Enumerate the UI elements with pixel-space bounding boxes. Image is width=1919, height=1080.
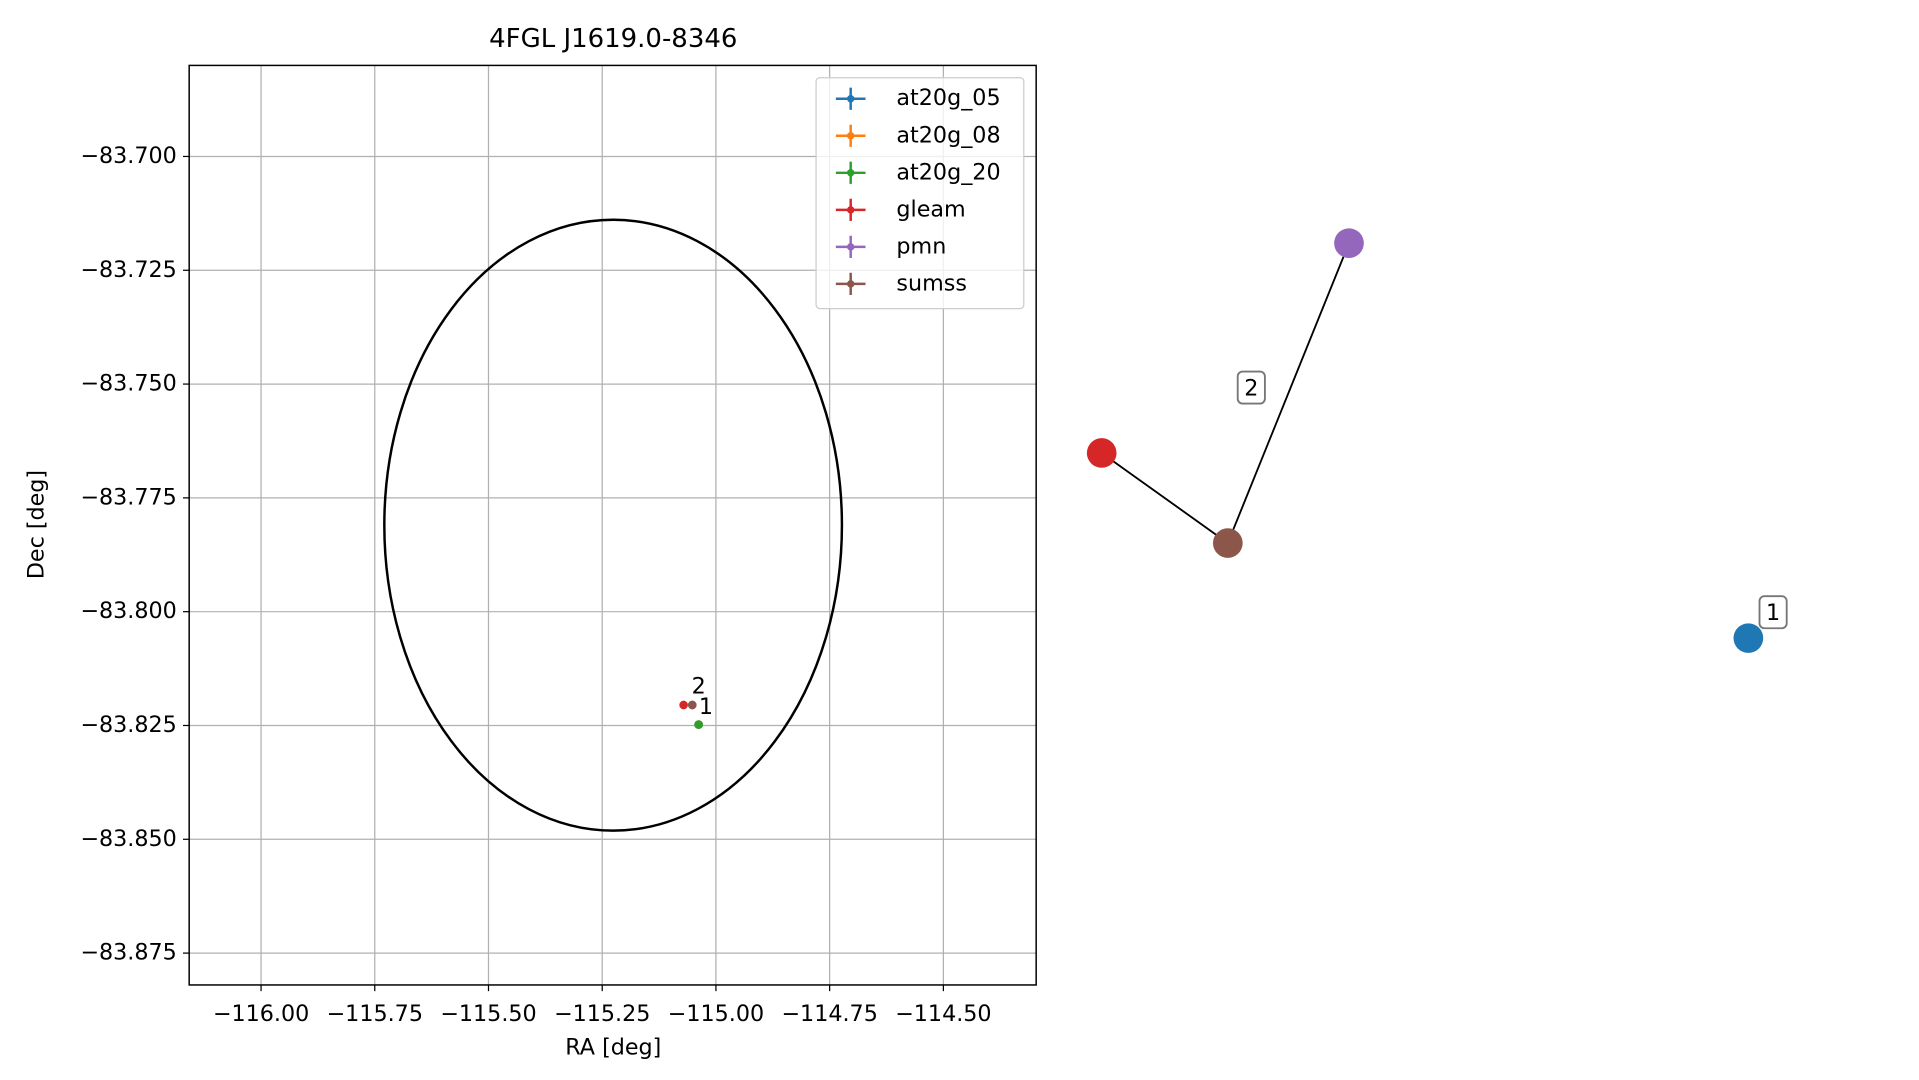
point-annotation: 1 (699, 694, 713, 720)
edge (1226, 242, 1350, 544)
legend-label: gleam (896, 196, 965, 222)
edge (1101, 452, 1229, 544)
y-axis-label: Dec [deg] (24, 470, 50, 579)
y-tick-label: −83.775 (80, 484, 176, 510)
graph: 21 (1086, 228, 1788, 653)
legend-label: pmn (896, 233, 946, 259)
group-label-box (1236, 370, 1266, 405)
y-tick-label: −83.700 (80, 143, 176, 169)
legend-box (815, 77, 1025, 310)
y-tick-label: −83.825 (80, 712, 176, 738)
x-tick-label: −115.25 (554, 1001, 650, 1027)
legend-marker (846, 243, 855, 251)
legend-marker (846, 280, 855, 288)
point (679, 700, 688, 710)
graph-node (1334, 228, 1364, 258)
y-tick-label: −83.850 (80, 826, 176, 852)
point (694, 720, 703, 729)
chart-title: 4FGL J1619.0-8346 (489, 24, 737, 54)
legend-marker (846, 95, 855, 103)
y-tick-label: −83.750 (80, 371, 176, 397)
legend-marker (846, 169, 855, 177)
x-tick-label: −114.75 (781, 1001, 877, 1027)
legend-label: at20g_08 (896, 122, 1000, 148)
legend-label: at20g_20 (896, 159, 1000, 185)
group-label: 2 (1244, 375, 1258, 401)
x-tick-label: −116.00 (213, 1001, 309, 1027)
legend-marker (846, 132, 855, 140)
graph-node (1212, 528, 1243, 558)
group-label: 1 (1766, 600, 1780, 626)
point-annotation: 2 (692, 673, 706, 699)
y-tick-label: −83.800 (80, 598, 176, 624)
y-tick-label: −83.725 (80, 257, 176, 283)
group-label-box (1758, 595, 1788, 630)
x-tick-label: −115.50 (440, 1001, 536, 1027)
legend-label: at20g_05 (896, 85, 1000, 111)
y-tick-label: −83.875 (80, 940, 176, 966)
graph-node (1733, 623, 1764, 653)
graph-node (1086, 438, 1117, 468)
point (687, 700, 697, 710)
legend-label: sumss (896, 270, 967, 296)
legend-marker (846, 206, 855, 214)
x-tick-label: −114.50 (895, 1001, 991, 1027)
x-tick-label: −115.75 (327, 1001, 423, 1027)
x-axis-label: RA [deg] (565, 1034, 661, 1060)
error-ellipse (383, 218, 844, 832)
x-tick-label: −115.00 (668, 1001, 764, 1027)
plot-frame (188, 64, 1037, 986)
